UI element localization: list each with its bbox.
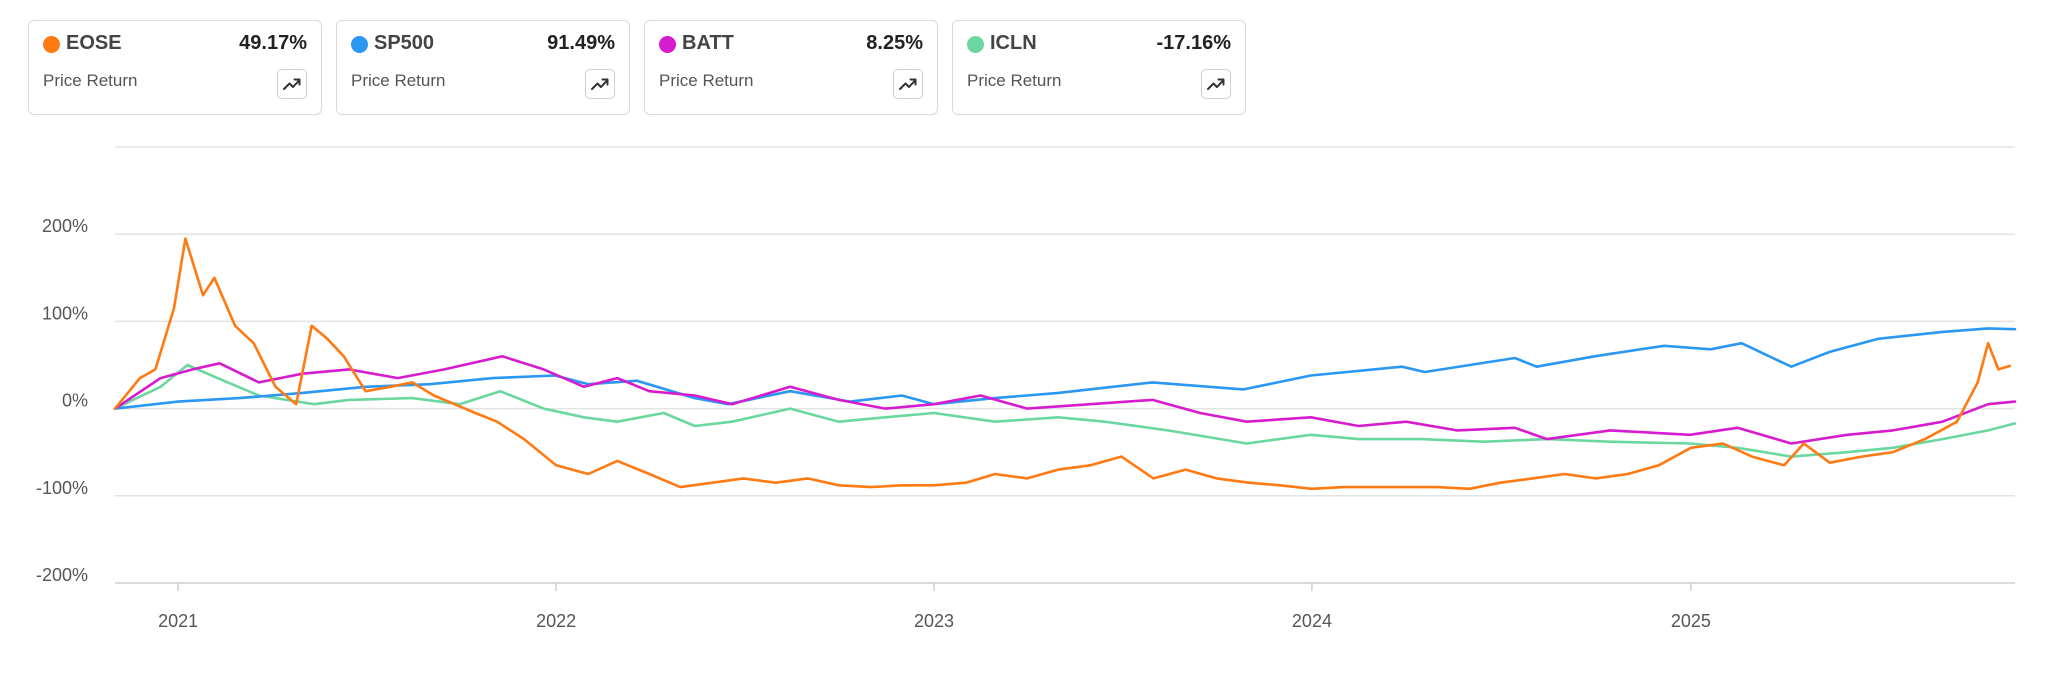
series-card-sp500[interactable]: SP500 91.49% Price Return: [336, 20, 630, 115]
legend-cards: EOSE 49.17% Price Return SP500 91.49% Pr…: [28, 20, 1246, 115]
y-tick-label: 100%: [42, 303, 88, 323]
series-line-eose: [113, 237, 2012, 491]
trend-up-icon[interactable]: [277, 69, 307, 99]
y-tick-label: -100%: [36, 478, 88, 498]
y-tick-label: -200%: [36, 565, 88, 585]
series-metric-label: Price Return: [351, 71, 446, 90]
series-color-dot: [659, 36, 676, 53]
x-tick-label: 2024: [1292, 611, 1332, 631]
trend-up-icon[interactable]: [1201, 69, 1231, 99]
series-card-batt[interactable]: BATT 8.25% Price Return: [644, 20, 938, 115]
series-color-dot: [351, 36, 368, 53]
y-tick-label: 200%: [42, 216, 88, 236]
series-line-sp500: [113, 327, 2017, 410]
series-card-icln[interactable]: ICLN -17.16% Price Return: [952, 20, 1246, 115]
series-ticker: BATT: [682, 32, 734, 54]
x-tick-label: 2025: [1671, 611, 1711, 631]
series-metric-label: Price Return: [43, 71, 138, 90]
series-ticker: SP500: [374, 32, 435, 54]
series-return-value: 91.49%: [547, 32, 615, 54]
series-line-icln: [113, 363, 2017, 458]
series-return-value: 49.17%: [239, 32, 307, 54]
series-line-batt: [113, 354, 2017, 445]
series-color-dot: [43, 36, 60, 53]
x-tick-label: 2022: [536, 611, 576, 631]
y-tick-label: 0%: [62, 391, 88, 411]
series-metric-label: Price Return: [967, 71, 1062, 90]
x-tick-label: 2023: [914, 611, 954, 631]
series-return-value: -17.16%: [1156, 32, 1232, 54]
series-card-eose[interactable]: EOSE 49.17% Price Return: [28, 20, 322, 115]
trend-up-icon[interactable]: [893, 69, 923, 99]
series-ticker: EOSE: [66, 32, 122, 54]
series-return-value: 8.25%: [866, 32, 923, 54]
series-metric-label: Price Return: [659, 71, 754, 90]
x-tick-label: 2021: [158, 611, 198, 631]
trend-up-icon[interactable]: [585, 69, 615, 99]
series-ticker: ICLN: [990, 32, 1037, 54]
series-color-dot: [967, 36, 984, 53]
